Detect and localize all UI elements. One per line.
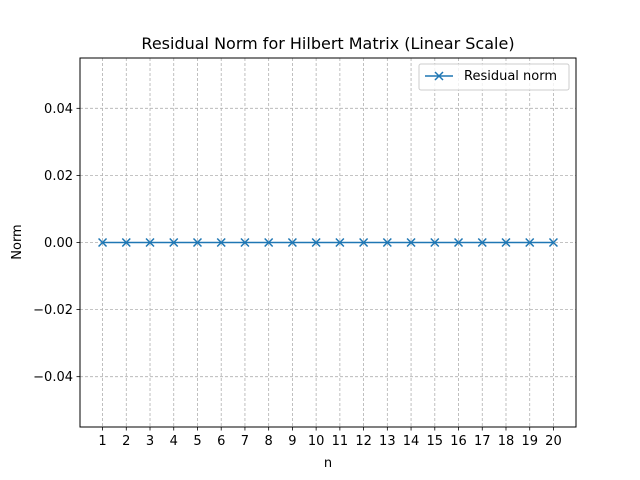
data-point-marker <box>145 237 155 248</box>
y-axis: −0.04 −0.02 0.00 0.02 0.04 <box>33 102 80 385</box>
x-tick-label: 8 <box>265 434 273 449</box>
x-tick-label: 5 <box>193 434 201 449</box>
data-point-marker <box>98 237 108 248</box>
x-tick-label: 4 <box>170 434 178 449</box>
y-tick-label: −0.04 <box>33 370 73 385</box>
x-tick-label: 7 <box>241 434 249 449</box>
y-tick-label: 0.00 <box>44 236 73 251</box>
data-point-marker <box>335 237 345 248</box>
x-tick-label: 11 <box>332 434 349 449</box>
x-axis-label: n <box>324 456 332 471</box>
x-tick-label: 13 <box>379 434 396 449</box>
series-layer <box>98 237 558 248</box>
data-point-marker <box>382 237 392 248</box>
x-tick-label: 20 <box>545 434 562 449</box>
x-tick-label: 3 <box>146 434 154 449</box>
y-axis-label: Norm <box>10 224 25 259</box>
x-tick-label: 18 <box>498 434 515 449</box>
chart-title: Residual Norm for Hilbert Matrix (Linear… <box>141 34 514 53</box>
data-point-marker <box>216 237 226 248</box>
data-point-marker <box>169 237 179 248</box>
x-tick-label: 15 <box>427 434 444 449</box>
data-point-marker <box>192 237 203 248</box>
data-point-marker <box>264 237 274 248</box>
x-tick-label: 9 <box>288 434 296 449</box>
x-tick-label: 16 <box>450 434 467 449</box>
x-tick-label: 17 <box>474 434 491 449</box>
data-point-marker <box>406 237 416 248</box>
data-point-marker <box>359 237 369 248</box>
legend-label: Residual norm <box>464 69 557 84</box>
data-point-marker <box>501 237 511 248</box>
legend-box <box>418 63 570 91</box>
x-tick-label: 19 <box>521 434 538 449</box>
data-point-marker <box>548 237 558 248</box>
x-tick-label: 1 <box>98 434 106 449</box>
x-tick-label: 6 <box>217 434 225 449</box>
data-point-marker <box>240 237 250 248</box>
data-point-marker <box>311 237 321 248</box>
grid <box>80 58 576 427</box>
y-tick-label: 0.02 <box>44 169 73 184</box>
x-tick-label: 10 <box>308 434 325 449</box>
x-axis: 1 2 3 4 5 6 7 8 9 10 11 12 13 14 15 16 17 18 19 20 <box>98 427 562 449</box>
data-point-marker <box>121 237 131 248</box>
legend: Residual norm <box>418 63 570 91</box>
y-tick-label: −0.02 <box>33 303 73 318</box>
data-point-marker <box>430 237 440 248</box>
y-tick-label: 0.04 <box>44 102 73 117</box>
x-tick-label: 14 <box>403 434 420 449</box>
data-point-marker <box>453 237 464 248</box>
data-point-marker <box>287 237 297 248</box>
x-tick-label: 12 <box>355 434 372 449</box>
data-point-marker <box>477 237 487 248</box>
x-tick-label: 2 <box>122 434 130 449</box>
legend-marker-x <box>434 71 444 81</box>
data-point-marker <box>525 237 535 248</box>
